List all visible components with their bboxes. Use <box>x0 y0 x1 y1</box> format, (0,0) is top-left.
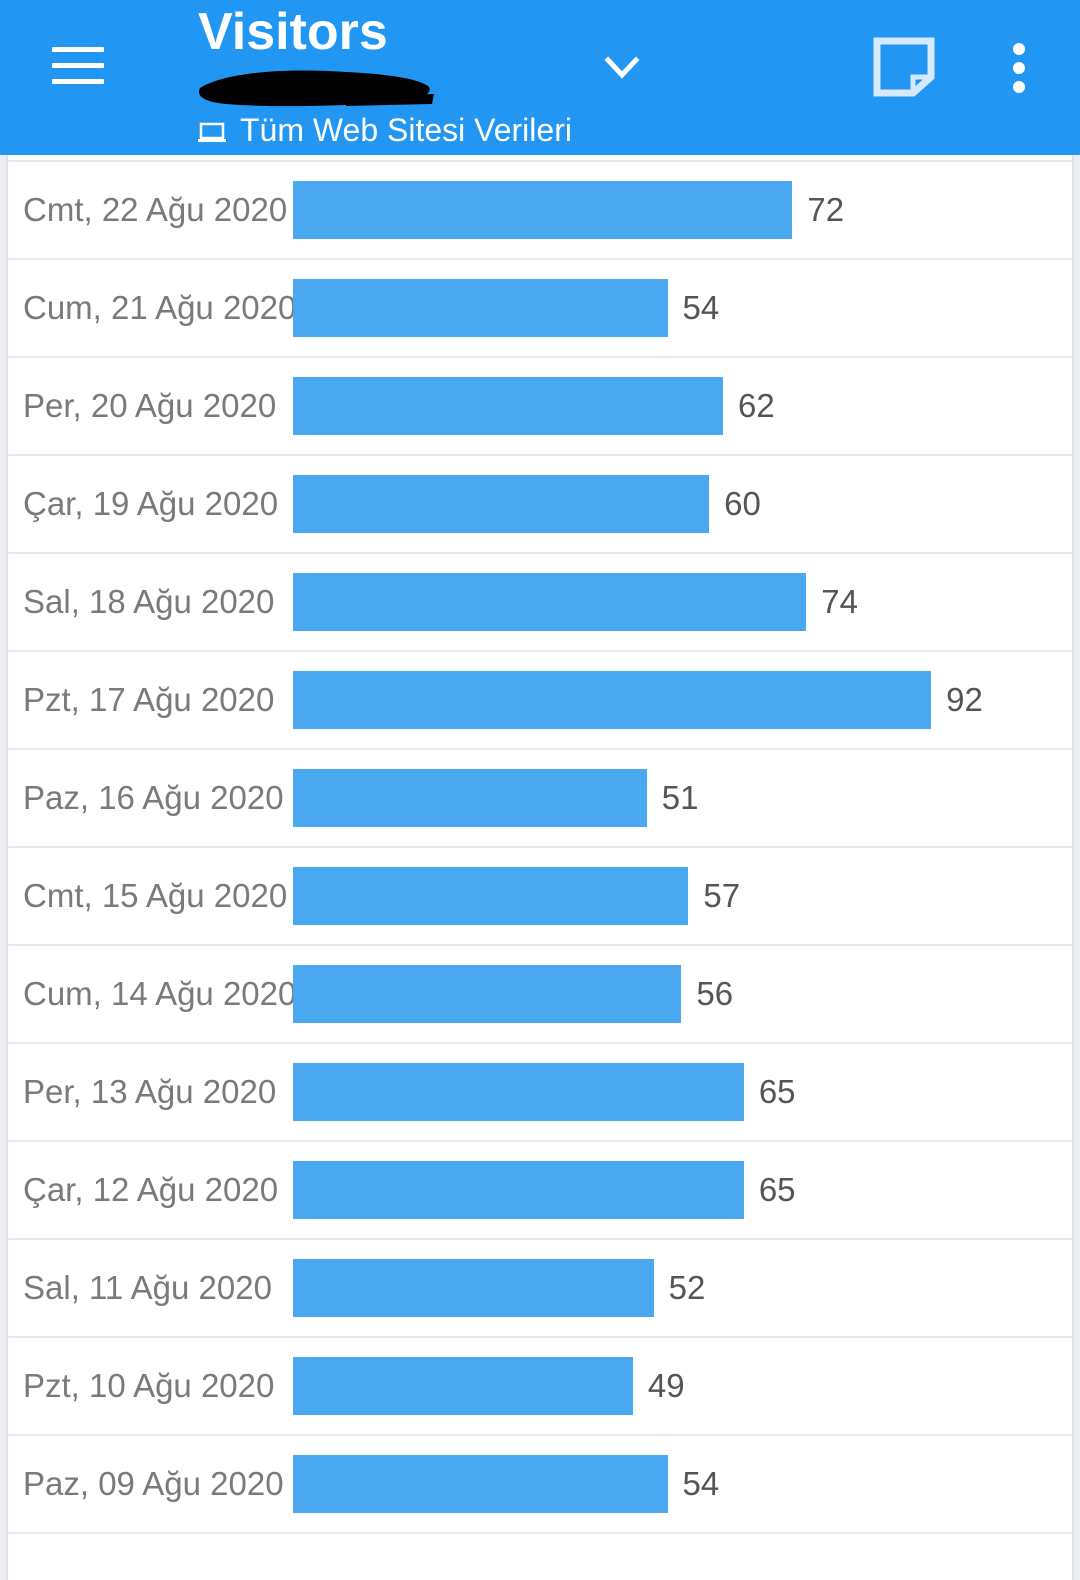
row-value-label: 62 <box>738 387 775 424</box>
hamburger-menu-icon[interactable] <box>52 47 104 85</box>
visitor-bar <box>293 1063 744 1121</box>
chart-row[interactable]: Sal, 18 Ağu 2020 74 <box>8 554 1072 652</box>
laptop-icon <box>198 122 226 142</box>
visitor-bar <box>293 671 932 729</box>
chart-row[interactable]: Cum, 21 Ağu 2020 54 <box>8 260 1072 358</box>
visitor-bar <box>293 573 807 631</box>
row-value-label: 74 <box>821 583 858 620</box>
chart-row[interactable]: Cmt, 15 Ağu 2020 57 <box>8 848 1072 946</box>
row-value-label: 54 <box>682 289 720 326</box>
chart-row[interactable]: Cum, 14 Ağu 2020 56 <box>8 946 1072 1044</box>
row-value-label: 54 <box>682 1465 720 1502</box>
visitors-chart-card: Paz, 23 Ağu 202067Cmt, 22 Ağu 202072Cum,… <box>8 140 1072 1580</box>
row-date-label: Çar, 19 Ağu 2020 <box>23 485 279 522</box>
row-date-label: Paz, 16 Ağu 2020 <box>23 779 284 816</box>
chart-row[interactable]: Çar, 12 Ağu 2020 65 <box>8 1142 1072 1240</box>
visitor-bar <box>293 1455 668 1513</box>
row-value-label: 72 <box>807 191 845 228</box>
row-value-label: 92 <box>946 681 983 718</box>
chart-row[interactable]: Per, 13 Ağu 2020 65 <box>8 1044 1072 1142</box>
app-bar: Visitors Tüm Web Sitesi Verileri <box>0 0 1080 155</box>
visitor-bar <box>293 279 668 337</box>
visitor-bar <box>293 769 647 827</box>
row-date-label: Cmt, 15 Ağu 2020 <box>23 877 288 914</box>
row-date-label: Pzt, 17 Ağu 2020 <box>23 681 275 718</box>
row-date-label: Sal, 18 Ağu 2020 <box>23 583 275 620</box>
row-value-label: 52 <box>668 1269 706 1306</box>
visitor-bar <box>293 377 724 435</box>
chart-row[interactable]: Çar, 19 Ağu 2020 60 <box>8 456 1072 554</box>
visitor-bar <box>293 1259 654 1317</box>
chart-row[interactable]: Per, 20 Ağu 2020 62 <box>8 358 1072 456</box>
row-date-label: Cmt, 22 Ağu 2020 <box>23 191 288 228</box>
chart-row[interactable]: Pzt, 10 Ağu 2020 49 <box>8 1338 1072 1436</box>
row-date-label: Pzt, 10 Ağu 2020 <box>23 1367 275 1404</box>
row-value-label: 60 <box>724 485 761 522</box>
visitor-bar <box>293 1161 744 1219</box>
row-value-label: 51 <box>661 779 699 816</box>
chart-row[interactable]: Paz, 09 Ağu 2020 54 <box>8 1436 1072 1534</box>
chevron-down-icon[interactable] <box>602 54 642 84</box>
row-date-label: Cum, 21 Ağu 2020 <box>23 289 297 326</box>
row-value-label: 56 <box>696 975 734 1012</box>
visitor-bar <box>293 181 793 239</box>
more-vert-icon[interactable] <box>1000 40 1038 96</box>
row-date-label: Sal, 11 Ağu 2020 <box>23 1269 272 1306</box>
row-date-label: Çar, 12 Ağu 2020 <box>23 1171 279 1208</box>
chart-row[interactable]: Cmt, 22 Ağu 2020 72 <box>8 162 1072 260</box>
row-value-label: 57 <box>703 877 741 914</box>
visitor-bar <box>293 1357 633 1415</box>
redaction-mark <box>199 70 434 107</box>
row-date-label: Cum, 14 Ağu 2020 <box>23 975 297 1012</box>
visitor-bar <box>293 867 689 925</box>
row-date-label: Per, 13 Ağu 2020 <box>23 1073 277 1110</box>
row-value-label: 49 <box>647 1367 685 1404</box>
row-date-label: Per, 20 Ağu 2020 <box>23 387 277 424</box>
note-icon[interactable] <box>872 36 936 98</box>
chart-row[interactable]: Paz, 16 Ağu 2020 51 <box>8 750 1072 848</box>
visitor-bar <box>293 965 682 1023</box>
row-date-label: Paz, 09 Ağu 2020 <box>23 1465 284 1502</box>
row-value-label: 65 <box>758 1073 796 1110</box>
visitor-bar <box>293 475 710 533</box>
page-title: Visitors <box>198 3 388 61</box>
view-selector-label[interactable]: Tüm Web Sitesi Verileri <box>240 112 572 148</box>
chart-row[interactable]: Pzt, 17 Ağu 2020 92 <box>8 652 1072 750</box>
chart-row[interactable]: Sal, 11 Ağu 2020 52 <box>8 1240 1072 1338</box>
row-value-label: 65 <box>758 1171 796 1208</box>
